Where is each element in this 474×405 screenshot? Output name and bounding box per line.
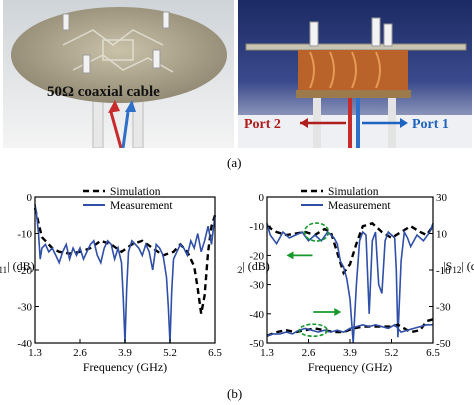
annotation-arrowhead-s12	[334, 307, 342, 316]
photo-antenna-side-view: Port 2 Port 1	[238, 0, 472, 148]
annotation-ellipse-s22	[303, 222, 330, 242]
annotation-arrowhead-s22	[286, 251, 294, 260]
x-tick-label: 1.3	[28, 347, 42, 359]
y-right-tick-label: -50	[436, 338, 451, 350]
y-right-tick-label: -10	[436, 265, 451, 277]
x-tick-label: 2.6	[73, 347, 87, 359]
legend-measurement-label: Measurement	[110, 200, 173, 212]
legend-simulation-label: Simulation	[328, 186, 379, 198]
antenna-photo-right-graphic: Port 2 Port 1	[238, 0, 472, 148]
y-tick-label: -20	[17, 265, 32, 277]
x-tick-label: 3.9	[343, 347, 357, 359]
y-tick-label: -10	[249, 221, 264, 233]
x-tick-label: 3.9	[118, 347, 132, 359]
true: |S22| (dB)	[237, 259, 270, 275]
x-axis-label: Frequency (GHz)	[83, 360, 167, 374]
legend-simulation-label: Simulation	[110, 186, 161, 198]
y-tick-label: -50	[249, 338, 264, 350]
photo-antenna-top-view: 50Ω coaxial cable	[3, 0, 234, 148]
true: |S11| (dB)	[0, 259, 35, 275]
x-tick-label: 6.5	[208, 347, 222, 359]
series-measurement-s11-line	[34, 204, 216, 344]
y-right-tick-label: 30	[436, 192, 448, 204]
series-simulation-s22-line	[266, 221, 434, 276]
y-tick-label: -20	[249, 250, 264, 262]
x-tick-label: 1.3	[260, 347, 274, 359]
true: |S12| (dB)	[443, 259, 474, 275]
caption-a: (a)	[227, 155, 242, 170]
caption-b: (b)	[227, 386, 243, 401]
y-tick-label: 0	[27, 192, 33, 204]
antenna-photo-left-graphic: 50Ω coaxial cable	[3, 0, 234, 148]
annotation-ellipse-s12	[298, 323, 329, 338]
s11-chart: 1.3 2.6 3.9 5.2 6.5 -40 -30 -20 -10 0 Frequency (G…	[0, 186, 222, 374]
y-tick-label: -40	[249, 309, 264, 321]
y-tick-label: -30	[17, 302, 32, 314]
x-tick-label: 6.5	[426, 347, 440, 359]
series-measurement-s12-line	[266, 323, 433, 337]
series-measurement-s22-line	[266, 223, 434, 344]
plot-frame	[266, 196, 434, 344]
s22-s12-chart: 1.3 2.6 3.9 5.2 6.5-50-40-30-20-100-50-30-10…	[237, 186, 474, 374]
x-axis-label: Frequency (GHz)	[308, 360, 392, 374]
port1-label: Port 1	[412, 117, 449, 132]
y-tick-label: -10	[17, 229, 32, 241]
x-tick-label: 5.2	[163, 347, 177, 359]
y-tick-label: 0	[259, 192, 265, 204]
legend-measurement-label: Measurement	[328, 200, 391, 212]
y-tick-label: -30	[249, 280, 264, 292]
series-simulation-s11-line	[33, 207, 217, 315]
port2-label: Port 2	[244, 117, 281, 132]
x-tick-label: 2.6	[302, 347, 316, 359]
coax-cable-label: 50Ω coaxial cable	[47, 84, 160, 100]
x-tick-label: 5.2	[385, 347, 399, 359]
y-right-tick-label: 10	[436, 229, 448, 241]
y-right-tick-label: -30	[436, 302, 451, 314]
y-tick-label: -40	[17, 338, 32, 350]
